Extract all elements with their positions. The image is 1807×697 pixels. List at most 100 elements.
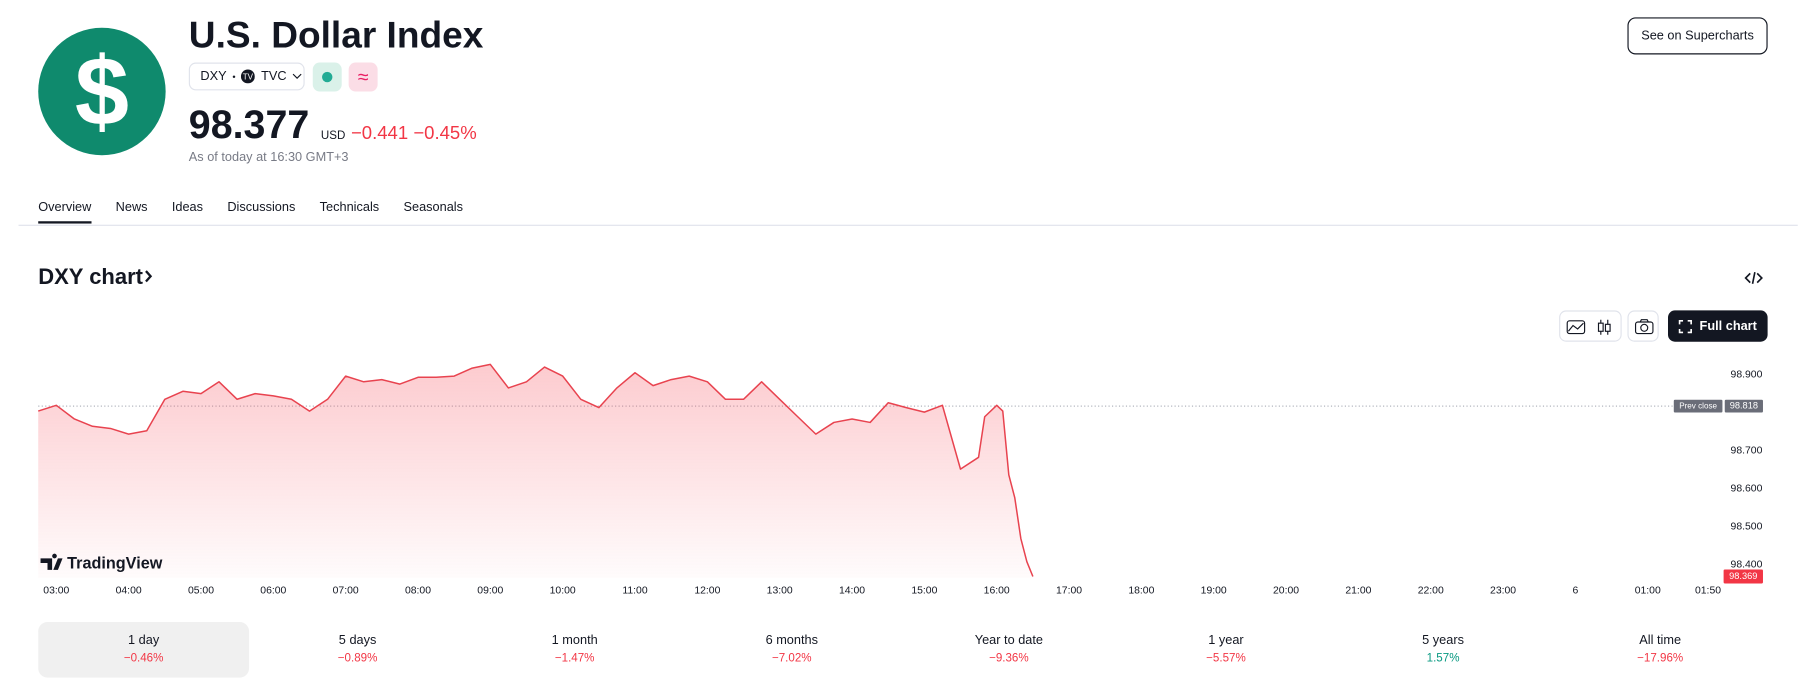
last-value-bg	[1723, 569, 1763, 584]
y-tick-label: 98.500	[1731, 522, 1763, 533]
change-abs: −0.441	[350, 123, 409, 144]
x-tick-label: 13:00	[767, 585, 793, 596]
tab[interactable]: Ideas	[171, 200, 204, 215]
exchange-icon: TV	[241, 69, 256, 84]
separator	[18, 224, 1798, 226]
expand-icon	[1679, 319, 1693, 333]
period-change: −7.02%	[771, 652, 812, 665]
x-tick-label: 01:50	[1695, 585, 1721, 596]
prev-close-value: 98.818	[1730, 401, 1758, 411]
y-tick-label: 98.900	[1731, 370, 1763, 381]
period-label: 5 days	[338, 633, 377, 648]
chart: 98.400 98.500 98.600 98.700 98.900 03:00 04:00…	[37, 363, 1763, 596]
price-line	[37, 363, 1034, 577]
indicator-badge[interactable]: ≈	[348, 62, 378, 92]
prev-close-label-bg	[1673, 399, 1723, 413]
chart-type-toggle	[1559, 310, 1623, 343]
y-tick-label: 98.600	[1731, 484, 1763, 495]
period-tile[interactable]: 5 days −0.89%	[249, 622, 466, 678]
period-label: 1 year	[1208, 633, 1244, 648]
as-of: As of today at 16:30 GMT+3	[188, 150, 349, 165]
snapshot-button[interactable]	[1627, 310, 1659, 342]
supercharts-button[interactable]: See on Supercharts	[1627, 17, 1768, 55]
title: U.S. Dollar Index	[188, 13, 484, 56]
x-tick-label: 06:00	[260, 585, 286, 596]
svg-text:TV: TV	[243, 72, 254, 81]
chart-type-icons[interactable]	[1560, 312, 1623, 343]
watermark-logo	[40, 553, 63, 570]
x-tick-label: 11:00	[622, 585, 647, 596]
period-change: −1.47%	[554, 652, 595, 665]
period-tile[interactable]: All time −17.96%	[1552, 622, 1769, 678]
embed-icon[interactable]	[1744, 270, 1763, 286]
tab[interactable]: Technicals	[319, 200, 380, 215]
x-tick-label: 18:00	[1128, 585, 1154, 596]
x-tick-label: 6	[1572, 585, 1578, 596]
period-label: 5 years	[1422, 633, 1464, 648]
period-label: 6 months	[765, 633, 818, 648]
period-tile[interactable]: 1 day −0.46%	[38, 622, 250, 678]
period-change: −17.96%	[1637, 652, 1684, 665]
x-tick-label: 08:00	[405, 585, 431, 596]
chart-title[interactable]: DXY chart	[38, 265, 154, 290]
period-tile[interactable]: Year to date −9.36%	[900, 622, 1117, 678]
camera-icon	[1634, 319, 1654, 335]
period-change: 1.57%	[1426, 652, 1460, 665]
y-tick-label: 98.700	[1731, 446, 1763, 457]
x-tick-label: 22:00	[1418, 585, 1444, 596]
periods: 1 day −0.46% 5 days −0.89% 1 month −1.47% 6 mo…	[38, 622, 1769, 678]
y-tick-label: 98.400	[1731, 559, 1763, 570]
period-label: 1 day	[128, 633, 160, 648]
currency: USD	[320, 129, 346, 143]
x-tick-label: 09:00	[477, 585, 503, 596]
full-chart-label: Full chart	[1699, 319, 1757, 334]
x-tick-label: 21:00	[1345, 585, 1371, 596]
chevron	[145, 270, 153, 283]
x-tick-label: 03:00	[43, 585, 69, 596]
period-label: All time	[1639, 633, 1682, 648]
period-change: −9.36%	[989, 652, 1029, 665]
x-tick-label: 10:00	[550, 585, 576, 596]
period-change: −0.46%	[123, 652, 164, 665]
tab[interactable]: Seasonals	[403, 200, 463, 215]
chart-title-text: DXY chart	[38, 265, 144, 290]
prev-close-label: Prev close	[1679, 401, 1717, 410]
period-tile[interactable]: 1 year −5.57%	[1117, 622, 1334, 678]
market-status[interactable]	[312, 62, 342, 92]
x-tick-label: 07:00	[333, 585, 359, 596]
logo: $	[38, 27, 166, 156]
x-tick-label: 05:00	[188, 585, 214, 596]
watermark-text: TradingView	[67, 554, 163, 572]
last-value: 98.369	[1729, 571, 1757, 581]
tab[interactable]: Overview	[38, 200, 92, 224]
tab[interactable]: News	[115, 200, 148, 215]
change-pct: −0.45%	[413, 123, 477, 144]
price: 98.377	[188, 103, 310, 148]
x-tick-label: 17:00	[1056, 585, 1082, 596]
x-tick-label: 20:00	[1273, 585, 1299, 596]
change: −0.441 −0.45%	[351, 124, 477, 145]
prev-close-value-bg	[1724, 399, 1763, 413]
x-tick-label: 04:00	[116, 585, 142, 596]
symbol-pill[interactable]: DXY • TV TVC	[188, 62, 305, 91]
period-label: Year to date	[974, 633, 1044, 648]
full-chart-button[interactable]: Full chart	[1667, 310, 1768, 342]
x-tick-label: 16:00	[984, 585, 1010, 596]
area-fill	[38, 364, 1033, 579]
watermark: TradingView	[40, 553, 163, 572]
chevron	[293, 73, 303, 80]
x-tick-label: 14:00	[839, 585, 865, 596]
period-tile[interactable]: 1 month −1.47%	[466, 622, 683, 678]
x-tick-label: 15:00	[911, 585, 937, 596]
tab[interactable]: Discussions	[227, 200, 296, 215]
x-tick-label: 01:00	[1635, 585, 1661, 596]
x-tick-label: 23:00	[1490, 585, 1516, 596]
dot: •	[232, 71, 236, 82]
period-tile[interactable]: 6 months −7.02%	[683, 622, 900, 678]
x-tick-label: 19:00	[1201, 585, 1227, 596]
period-tile[interactable]: 5 years 1.57%	[1335, 622, 1552, 678]
period-change: −5.57%	[1206, 652, 1246, 665]
